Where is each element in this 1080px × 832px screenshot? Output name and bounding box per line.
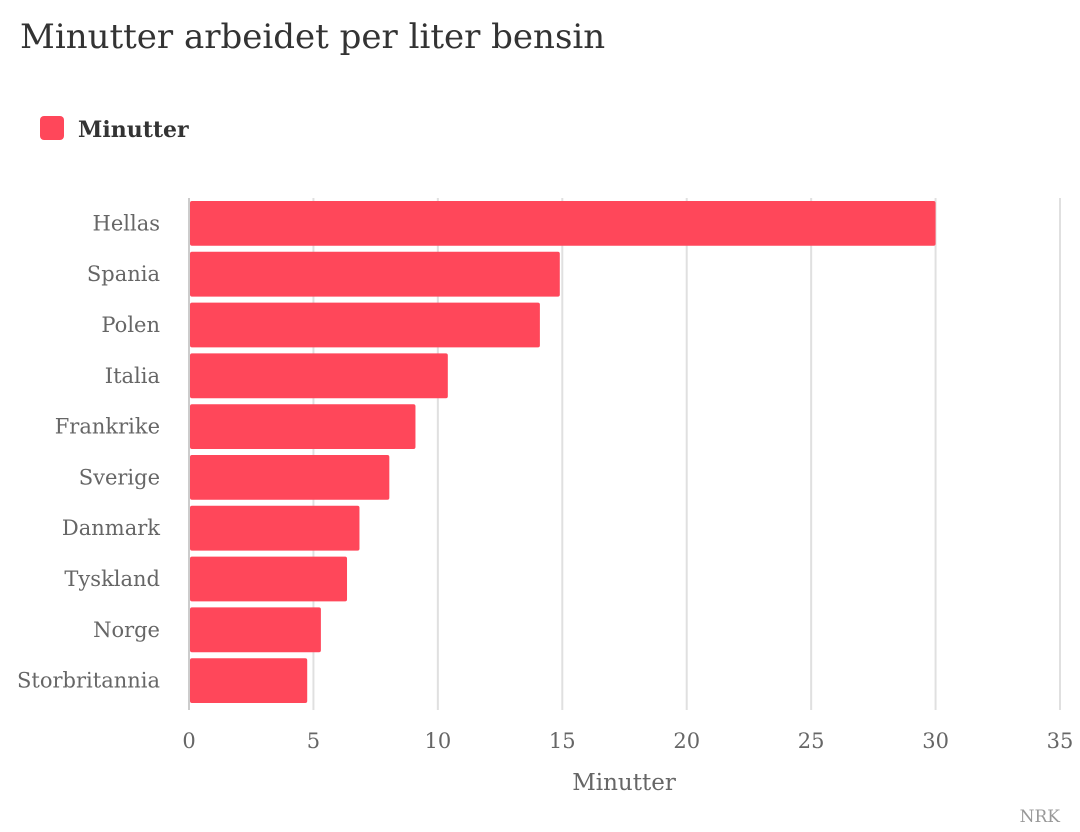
x-tick-label: 25 <box>798 729 825 753</box>
bar-italia[interactable] <box>190 353 448 399</box>
category-label-frankrike: Frankrike <box>55 415 160 439</box>
legend-label-minutter: Minutter <box>78 117 189 143</box>
category-label-danmark: Danmark <box>62 516 160 540</box>
x-tick-label: 20 <box>673 729 700 753</box>
bar-norge[interactable] <box>190 607 321 653</box>
category-label-hellas: Hellas <box>93 211 160 235</box>
x-tick-label: 5 <box>307 729 320 753</box>
bar-storbritannia[interactable] <box>190 658 308 703</box>
category-label-storbritannia: Storbritannia <box>17 669 160 693</box>
category-label-sverige: Sverige <box>79 465 160 489</box>
category-label-norge: Norge <box>93 618 160 642</box>
bar-tyskland[interactable] <box>190 556 348 602</box>
bar-danmark[interactable] <box>190 505 360 551</box>
category-label-polen: Polen <box>101 313 160 337</box>
category-labels: Hellas Spania Polen Italia Frankrike Sverige D… <box>17 211 160 692</box>
bar-hellas[interactable] <box>190 201 936 246</box>
legend-swatch-minutter <box>40 116 64 140</box>
x-tick-label: 30 <box>922 729 949 753</box>
legend[interactable]: Minutter <box>40 116 189 143</box>
x-tick-label: 15 <box>549 729 576 753</box>
credit-label: NRK <box>1020 807 1061 827</box>
category-label-tyskland: Tyskland <box>64 567 160 591</box>
x-tick-label: 10 <box>424 729 451 753</box>
x-axis-title: Minutter <box>572 770 676 796</box>
bar-sverige[interactable] <box>190 455 390 500</box>
category-label-italia: Italia <box>105 364 160 388</box>
bar-frankrike[interactable] <box>190 404 416 449</box>
category-label-spania: Spania <box>87 262 160 286</box>
bars <box>190 201 936 703</box>
chart-title: Minutter arbeidet per liter bensin <box>20 17 605 57</box>
bar-spania[interactable] <box>190 251 560 297</box>
x-tick-label: 0 <box>182 729 195 753</box>
x-tick-labels: 0 5 10 15 20 25 30 35 <box>182 729 1073 753</box>
bar-polen[interactable] <box>190 302 540 348</box>
x-tick-label: 35 <box>1047 729 1074 753</box>
